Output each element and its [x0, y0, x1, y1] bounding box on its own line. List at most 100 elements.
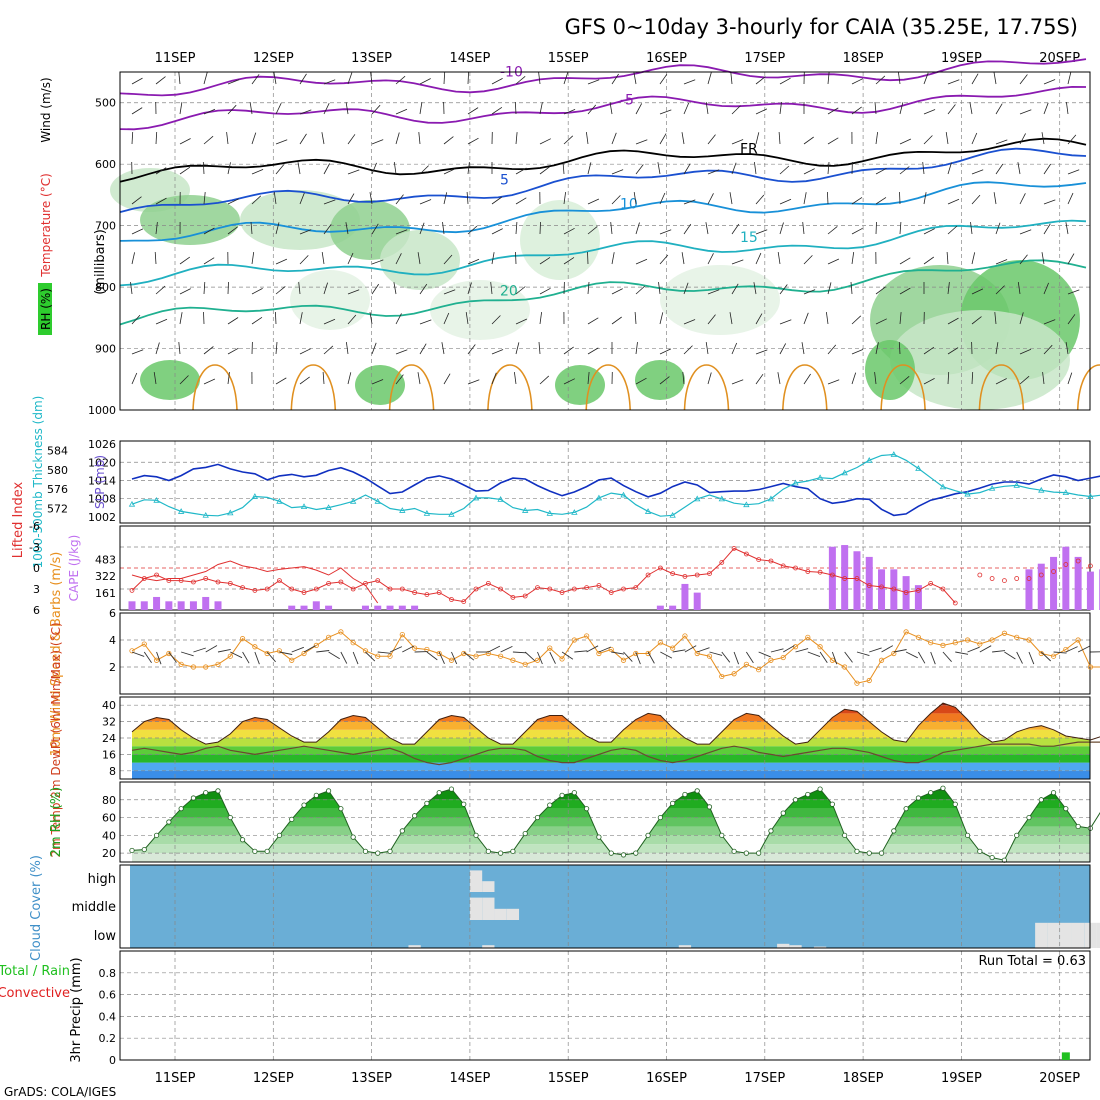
wind-barb: [995, 285, 1005, 295]
wind-barb: [1067, 72, 1072, 85]
li-marker: [375, 578, 381, 583]
li-marker: [1038, 572, 1044, 578]
cloud-tick-label: middle: [72, 900, 116, 915]
rh-shading: [430, 280, 530, 340]
surface-wind-barb: [660, 651, 673, 659]
wind-speed-marker: [448, 657, 455, 663]
cape-bar: [411, 605, 419, 610]
wind-barb: [875, 342, 879, 355]
isotherm-label: -10: [500, 65, 523, 81]
cloud-cell: [482, 881, 495, 892]
surface-temp-contour: [880, 364, 926, 411]
wind-barb: [899, 191, 901, 205]
wind-speed-marker: [1087, 664, 1094, 670]
wind-barb: [1065, 222, 1069, 235]
rh-marker: [964, 832, 971, 838]
wind-barb: [539, 375, 550, 385]
wind-barb: [1041, 132, 1045, 145]
wind-speed-marker: [977, 641, 983, 647]
surface-wind-barb: [451, 651, 458, 665]
cape-bar: [890, 569, 898, 610]
precip-convective-label: Convective: [0, 986, 70, 1001]
panel-cross-section: -10 -5 FR 5 10 15 20 500 600 700 800 900 1000 RH (%) T…: [38, 58, 1100, 417]
wind-barb: [634, 311, 637, 325]
wind-barb: [202, 161, 205, 175]
wind-barb: [395, 349, 408, 355]
wind-barb: [491, 196, 503, 205]
wind-speed-marker: [842, 664, 848, 670]
surface-wind-barb: [979, 645, 992, 653]
wind-barb: [563, 192, 566, 205]
wind-barb: [323, 103, 330, 115]
wind-speed-marker: [1075, 637, 1081, 643]
wind-barb: [587, 104, 597, 115]
li-marker: [473, 586, 479, 592]
rh-marker: [338, 806, 344, 812]
wind-speed-marker: [215, 661, 221, 667]
wind-barb: [779, 77, 791, 85]
wind-barb: [515, 167, 527, 175]
li-marker: [1075, 558, 1081, 564]
wind-barb: [1067, 134, 1077, 145]
surface-wind-barb: [942, 651, 952, 662]
rh-marker: [203, 790, 209, 796]
dewpoint-line: [131, 741, 1100, 766]
wind-barb: [441, 342, 445, 355]
li-marker: [989, 576, 995, 581]
wind-barb: [563, 346, 574, 355]
wind-barb: [1019, 312, 1024, 325]
thickness-marker: [767, 495, 775, 502]
date-label-top: 14SEP: [449, 51, 490, 66]
wind-barb: [131, 228, 144, 235]
rh-marker: [657, 814, 663, 821]
li-marker: [166, 578, 172, 583]
wind-barb: [131, 349, 144, 355]
surface-wind-barb: [1053, 651, 1067, 654]
surface-wind-barb: [402, 645, 415, 653]
cape-bar: [189, 601, 197, 610]
wind-barb: [227, 162, 231, 175]
temp-band: [131, 705, 1090, 714]
precip-tick-label: 0.6: [99, 989, 117, 1002]
wind-barb: [587, 226, 598, 235]
surface-wind-barb: [181, 651, 194, 657]
cape-bar: [165, 601, 173, 610]
wind-barb: [994, 312, 997, 325]
surface-wind-barb: [831, 651, 838, 665]
wind-barb: [971, 371, 974, 385]
wind-barb: [779, 343, 787, 355]
surface-wind-barb: [352, 651, 359, 665]
wind-barb: [611, 169, 624, 175]
wind-barb: [707, 314, 716, 325]
panel-precip: 0.8 0.6 0.4 0.2 0 Run Total = 0.63 3hr Precip …: [0, 950, 1091, 1067]
wind-barb: [729, 312, 733, 325]
wind-barb: [827, 107, 839, 115]
thickness-marker: [644, 508, 652, 514]
wind-barb: [777, 252, 781, 265]
wind-barb: [347, 169, 360, 175]
wind-barb: [227, 198, 239, 205]
bottom-date-labels: 11SEP 12SEP 13SEP 14SEP 15SEP 16SEP 17SEP 18SEP…: [155, 1071, 1081, 1086]
thickness-marker: [1013, 482, 1020, 488]
wind-barb: [275, 139, 288, 145]
date-label-bottom: 16SEP: [646, 1071, 687, 1086]
wind-barb: [467, 225, 478, 235]
wind-barb: [875, 286, 886, 295]
surface-wind-barb: [1065, 646, 1078, 653]
rh-marker: [227, 814, 233, 821]
wind-speed-marker: [412, 645, 418, 651]
wind-barb: [395, 108, 408, 115]
date-label-bottom: 14SEP: [449, 1071, 490, 1086]
precip-tick-label: 0.8: [99, 967, 117, 980]
wind-barb: [993, 72, 997, 85]
date-label-top: 17SEP: [744, 51, 785, 66]
wind-barb: [922, 162, 925, 175]
li-marker: [363, 581, 368, 586]
surface-wind-barb: [389, 646, 403, 653]
wind-barb: [155, 285, 166, 295]
wind-barb: [779, 102, 782, 115]
wind-barb: [587, 281, 590, 295]
surface-wind-barb: [365, 651, 376, 662]
rh-marker: [792, 797, 799, 803]
